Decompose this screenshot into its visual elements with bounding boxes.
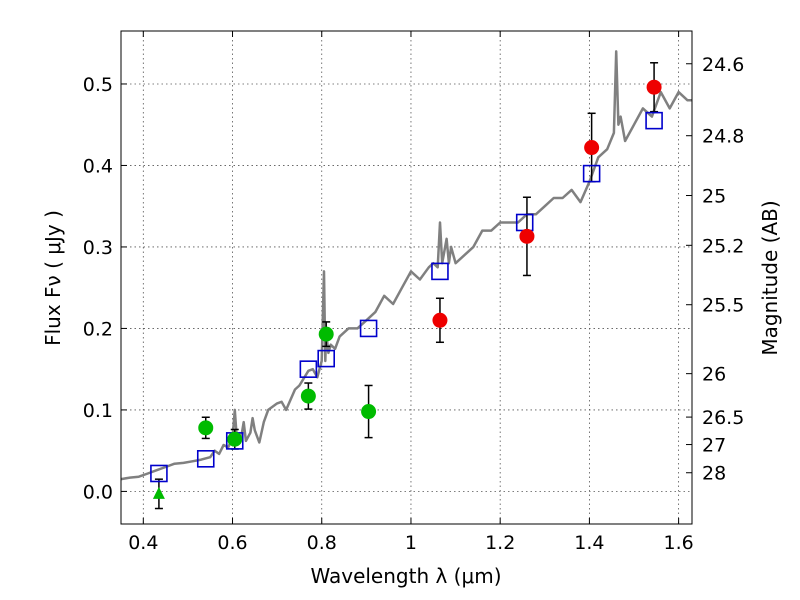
secondary-y-tick-label: 24.8 xyxy=(702,126,744,148)
secondary-y-axis: 28 27 26.5 26 25.5 25.2 25 24.8 24.6 xyxy=(686,54,744,485)
data-point xyxy=(584,140,600,156)
y-tick-label: 0.4 xyxy=(83,155,113,177)
x-tick-label: 1.6 xyxy=(664,532,694,554)
secondary-y-tick-label: 25.5 xyxy=(702,295,744,317)
secondary-y-tick-label: 26.5 xyxy=(702,407,744,429)
x-tick-label: 1.4 xyxy=(574,532,604,554)
secondary-y-tick-label: 28 xyxy=(702,463,726,485)
model-photometry-square xyxy=(196,450,215,468)
axes-frame xyxy=(120,30,693,525)
model-photometry-square xyxy=(645,111,663,130)
x-tick-label: 0.8 xyxy=(307,532,337,554)
x-tick-label: 1 xyxy=(405,532,417,554)
data-point xyxy=(646,79,662,95)
x-axis: 0.4 0.6 0.8 1 1.2 1.4 1.6 xyxy=(128,31,694,554)
data-point xyxy=(227,431,243,447)
model-photometry-square xyxy=(359,319,378,338)
data-point xyxy=(318,326,334,342)
y-tick-label: 0.1 xyxy=(83,400,113,422)
data-point xyxy=(361,404,377,420)
model-photometry-square xyxy=(299,360,318,378)
secondary-y-tick-label: 24.6 xyxy=(702,54,744,76)
model-photometry-square xyxy=(317,349,336,368)
data-point xyxy=(300,388,316,404)
y-tick-label: 0.5 xyxy=(83,74,113,96)
spectrum-line xyxy=(121,50,692,481)
data-point xyxy=(198,420,214,436)
y-axis: 0.0 0.1 0.2 0.3 0.4 0.5 xyxy=(83,74,127,503)
x-axis-label: Wavelength λ (μm) xyxy=(310,564,501,588)
upper-limit-triangle xyxy=(152,486,165,499)
model-photometry-square xyxy=(582,164,601,183)
model-photometry-square xyxy=(150,464,168,483)
x-tick-label: 0.6 xyxy=(217,532,247,554)
data-point xyxy=(432,312,448,328)
secondary-y-tick-label: 25 xyxy=(702,186,726,208)
model-photometry-square xyxy=(431,262,449,281)
y-axis-label: Flux Fν ( μJy ) xyxy=(41,210,65,346)
secondary-y-tick-label: 27 xyxy=(702,435,726,457)
y-tick-label: 0.2 xyxy=(83,318,113,340)
plot-area xyxy=(121,50,692,510)
secondary-y-tick-label: 25.2 xyxy=(702,235,744,257)
data-point xyxy=(519,228,535,244)
y-tick-label: 0.0 xyxy=(83,481,113,503)
y-tick-label: 0.3 xyxy=(83,237,113,259)
x-tick-label: 0.4 xyxy=(128,532,158,554)
x-tick-label: 1.2 xyxy=(485,532,515,554)
secondary-y-tick-label: 26 xyxy=(702,364,726,386)
secondary-y-axis-label: Magnitude (AB) xyxy=(758,200,782,355)
